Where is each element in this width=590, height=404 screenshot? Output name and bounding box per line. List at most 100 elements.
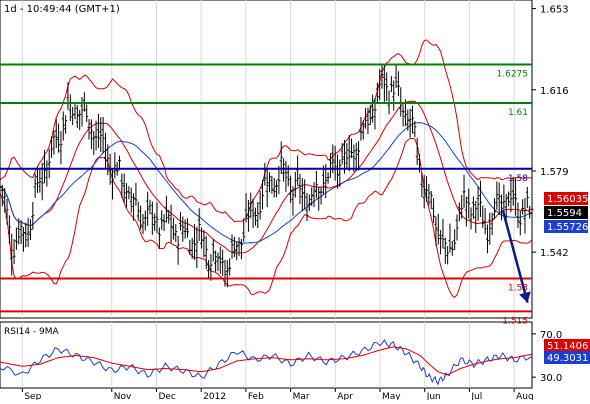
ohlc-bar-200: [467, 188, 471, 219]
x-tick-label-5: Mar: [293, 392, 310, 400]
ohlc-bar-63: [146, 191, 150, 226]
x-tick-label-1: Nov: [114, 392, 132, 400]
x-tick-label-8: Jun: [426, 392, 441, 400]
ohlc-bar-114: [265, 168, 269, 208]
ohlc-bar-45: [103, 132, 107, 170]
ohlc-bar-218: [509, 179, 513, 213]
ohlc-bar-6: [12, 239, 16, 265]
price-tag-box-0: [544, 192, 588, 205]
ohlc-bar-94: [218, 246, 222, 274]
ohlc-bar-178: [415, 137, 419, 165]
ohlc-bar-104: [242, 218, 246, 243]
ohlc-bar-215: [502, 184, 506, 215]
ohlc-bar-58: [134, 182, 138, 206]
ohlc-bar-43: [99, 117, 103, 152]
ohlc-bar-109: [253, 207, 257, 226]
ohlc-bar-195: [455, 214, 459, 241]
x-tick-label-9: Jul: [470, 392, 482, 400]
ohlc-bar-66: [153, 213, 157, 232]
ohlc-bar-60: [139, 205, 143, 230]
ohlc-bar-48: [110, 169, 114, 200]
ohlc-bar-35: [80, 96, 84, 127]
ohlc-bar-85: [197, 208, 201, 241]
rsi-y-tick-label-1: 30.0: [540, 373, 562, 384]
price-panel-frame: [0, 0, 533, 319]
ohlc-bar-207: [483, 208, 487, 235]
ohlc-bar-42: [96, 113, 100, 148]
forecast-arrow-head: [519, 291, 531, 303]
ohlc-bar-25: [57, 123, 61, 153]
ohlc-bar-124: [289, 175, 293, 204]
ohlc-bar-75: [174, 223, 178, 242]
ohlc-bar-91: [211, 239, 215, 262]
x-tick-label-4: Feb: [248, 392, 264, 400]
ohlc-bar-194: [453, 229, 457, 250]
ohlc-bar-11: [24, 222, 28, 248]
rsi-tag-box-1: [544, 351, 590, 364]
ohlc-bar-132: [307, 194, 311, 212]
y-tick-label-2: 1.579: [540, 167, 569, 178]
ohlc-bar-95: [221, 249, 225, 276]
ohlc-bar-82: [190, 237, 194, 259]
y-tick-label-0: 1.653: [540, 5, 569, 16]
bollinger-upper-line: [0, 39, 533, 223]
ohlc-bar-76: [176, 235, 180, 265]
ohlc-bar-127: [296, 155, 300, 186]
ohlc-bar-158: [368, 104, 372, 125]
ohlc-bar-15: [33, 173, 37, 198]
ohlc-bar-101: [235, 241, 239, 261]
ohlc-bar-97: [225, 259, 229, 288]
chart-header: 1d - 10:49:44 (GMT+1): [4, 4, 120, 15]
ohlc-bar-55: [127, 186, 131, 200]
ohlc-bars-layer: [0, 64, 534, 288]
ohlc-bar-135: [314, 171, 318, 199]
ohlc-bar-10: [21, 227, 25, 252]
ohlc-bar-21: [47, 148, 51, 179]
level-label-1: 1.61: [508, 108, 528, 118]
ohlc-bar-52: [120, 173, 124, 198]
ohlc-bar-70: [162, 214, 166, 231]
forecast-arrow-line: [501, 210, 529, 303]
ohlc-bar-149: [347, 135, 351, 172]
ohlc-bar-84: [195, 226, 199, 269]
ohlc-bar-174: [406, 109, 410, 131]
ohlc-bar-145: [338, 159, 342, 187]
ohlc-bar-167: [389, 76, 393, 93]
x-tick-label-0: Sep: [24, 392, 41, 400]
ohlc-bar-7: [14, 227, 18, 250]
ohlc-bar-155: [361, 120, 365, 140]
rsi-tag-label-1: 49.3031: [547, 353, 588, 364]
ohlc-bar-107: [249, 192, 253, 219]
ohlc-bar-53: [122, 173, 126, 203]
ohlc-bar-191: [446, 245, 450, 265]
y-tick-label-3: 1.542: [540, 248, 569, 259]
rsi-layer: [0, 339, 533, 386]
rsi-tag-box-0: [544, 339, 590, 352]
levels-layer: 1.6275 1.61 1.58 1.53 1.515: [0, 63, 532, 326]
ohlc-bar-188: [439, 230, 443, 255]
ohlc-bar-9: [19, 220, 23, 245]
ohlc-bar-136: [317, 186, 321, 211]
ohlc-bar-78: [181, 216, 185, 242]
ohlc-bar-138: [321, 165, 325, 195]
ohlc-bar-151: [352, 144, 356, 172]
y-tick-label-1: 1.616: [540, 86, 569, 97]
ohlc-bar-125: [291, 186, 295, 216]
rsi-tag-label-0: 51.1406: [547, 341, 588, 352]
ohlc-bar-73: [169, 204, 173, 243]
ohlc-bar-67: [155, 202, 159, 233]
ohlc-bar-203: [474, 200, 478, 233]
ohlc-bar-118: [275, 180, 279, 198]
ohlc-bar-224: [523, 197, 527, 234]
price-tag-label-2: 1.55726: [547, 222, 588, 233]
ohlc-bar-57: [132, 193, 136, 221]
ohlc-bar-153: [357, 141, 361, 171]
ohlc-bar-39: [89, 119, 93, 150]
ohlc-bar-27: [61, 111, 65, 141]
ohlc-bar-163: [380, 65, 384, 89]
ohlc-bar-89: [207, 260, 211, 280]
ohlc-bar-186: [434, 216, 438, 246]
ohlc-bar-92: [214, 250, 218, 272]
ohlc-bar-122: [284, 160, 288, 192]
ohlc-bar-169: [394, 64, 398, 88]
